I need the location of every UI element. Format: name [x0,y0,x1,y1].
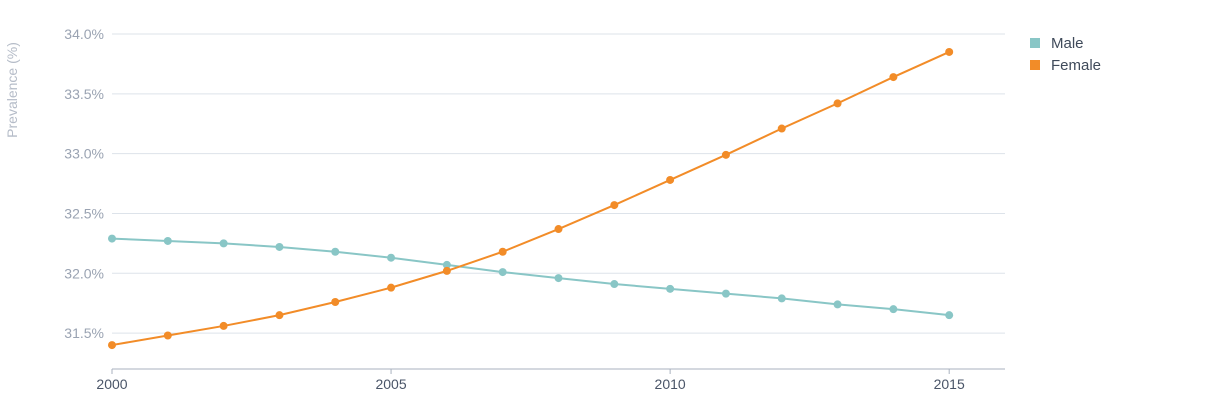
data-point-male[interactable] [163,236,172,245]
data-point-female[interactable] [610,201,619,210]
data-point-female[interactable] [219,321,228,330]
y-tick-label: 33.0% [64,146,104,162]
series-male [108,234,954,320]
x-tick-label: 2015 [934,376,965,392]
data-point-male[interactable] [945,311,954,320]
y-axis-title: Prevalence (%) [4,42,20,138]
legend-label: Female [1051,57,1101,74]
data-point-female[interactable] [889,73,898,82]
data-point-female[interactable] [442,266,451,275]
data-point-male[interactable] [721,289,730,298]
data-point-female[interactable] [777,124,786,133]
data-point-female[interactable] [721,150,730,159]
data-point-female[interactable] [108,341,116,350]
series-line-male [111,237,950,317]
series-female [108,47,954,350]
y-tick-label: 32.0% [64,265,104,281]
x-tick-label: 2010 [655,376,686,392]
data-point-male[interactable] [219,239,228,248]
data-point-male[interactable] [331,247,340,256]
y-tick-label: 34.0% [64,26,104,42]
data-point-male[interactable] [442,260,451,269]
legend: Male Female [1030,35,1101,74]
data-point-male[interactable] [108,234,116,243]
x-tick-label: 2005 [375,376,406,392]
data-point-female[interactable] [833,99,842,108]
y-tick-label: 33.5% [64,86,104,102]
data-point-male[interactable] [889,305,898,314]
y-tick-label: 32.5% [64,205,104,221]
data-point-male[interactable] [666,284,675,293]
data-point-male[interactable] [387,253,396,262]
data-point-male[interactable] [275,242,284,251]
y-tick-label: 31.5% [64,325,104,341]
legend-swatch [1030,60,1040,70]
data-point-female[interactable] [945,47,954,56]
legend-label: Male [1051,35,1084,52]
gridlines [112,33,1005,334]
data-point-female[interactable] [666,175,675,184]
y-axis-ticks: 31.5% 32.0% 32.5% 33.0% 33.5% 34.0% [64,26,104,341]
data-point-male[interactable] [610,280,619,289]
data-point-male[interactable] [554,274,563,283]
legend-swatch [1030,38,1040,48]
data-point-male[interactable] [777,294,786,303]
legend-item-female[interactable]: Female [1030,57,1101,74]
data-point-female[interactable] [387,283,396,292]
data-point-female[interactable] [275,311,284,320]
data-point-female[interactable] [331,298,340,306]
data-point-female[interactable] [163,331,172,340]
x-axis: 2000 2005 2010 2015 [96,368,1005,392]
legend-item-male[interactable]: Male [1030,35,1084,52]
data-point-male[interactable] [833,300,842,309]
data-point-male[interactable] [498,268,507,277]
series-line-female [111,51,950,347]
data-point-female[interactable] [498,247,507,256]
data-point-female[interactable] [554,225,563,234]
x-tick-label: 2000 [96,376,127,392]
series [108,47,954,350]
